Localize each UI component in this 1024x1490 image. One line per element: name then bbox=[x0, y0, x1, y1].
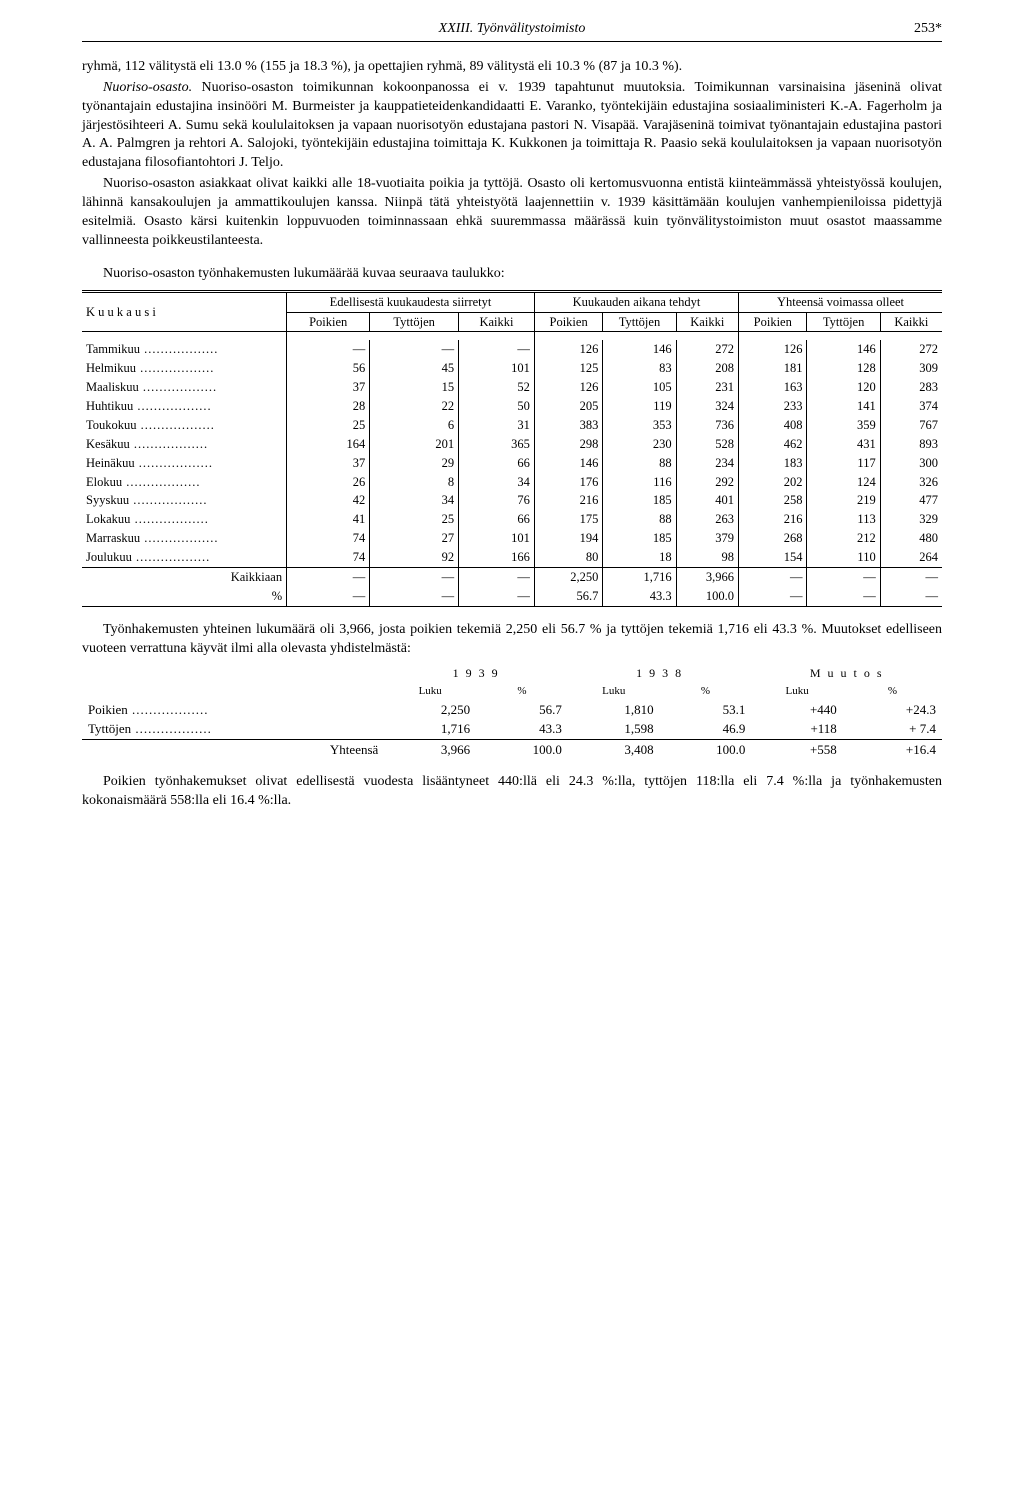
table-row: Lokakuu41256617588263216113329 bbox=[82, 510, 942, 529]
s-pct1: % bbox=[476, 683, 568, 700]
s-pct2: % bbox=[660, 683, 752, 700]
table-row: Maaliskuu371552126105231163120283 bbox=[82, 378, 942, 397]
sub-t3: Tyttöjen bbox=[807, 312, 880, 332]
paragraph-3: Nuoriso-osaston asiakkaat olivat kaikki … bbox=[82, 175, 942, 251]
total-row: Yhteensä3,966100.03,408100.0+558+16.4 bbox=[82, 739, 942, 759]
ychange: M u u t o s bbox=[751, 664, 942, 682]
total-row: Kaikkiaan———2,2501,7163,966——— bbox=[82, 567, 942, 586]
page-number: 253* bbox=[914, 20, 942, 39]
page-header: XXIII. Työnvälitystoimisto 253* bbox=[82, 20, 942, 42]
pct-row: %———56.743.3100.0——— bbox=[82, 587, 942, 606]
table-row: Helmikuu564510112583208181128309 bbox=[82, 359, 942, 378]
sub-k3: Kaikki bbox=[880, 312, 942, 332]
s-pct3: % bbox=[843, 683, 942, 700]
table-row: Syyskuu423476216185401258219477 bbox=[82, 491, 942, 510]
sub-p1: Poikien bbox=[287, 312, 370, 332]
table-row: Tammikuu———126146272126146272 bbox=[82, 340, 942, 359]
paragraph-2-text: Nuoriso-osaston toimikunnan kokoonpanoss… bbox=[82, 80, 942, 171]
table-row: Kesäkuu164201365298230528462431893 bbox=[82, 435, 942, 454]
s-luku1: Luku bbox=[384, 683, 476, 700]
table-row: Poikien2,25056.71,81053.1+440+24.3 bbox=[82, 700, 942, 720]
paragraph-2: Nuoriso-osasto. Nuoriso-osaston toimikun… bbox=[82, 79, 942, 173]
y1938: 1 9 3 8 bbox=[568, 664, 752, 682]
s-luku3: Luku bbox=[751, 683, 842, 700]
paragraph-1: ryhmä, 112 välitystä eli 13.0 % (155 ja … bbox=[82, 58, 942, 77]
sub-t2: Tyttöjen bbox=[603, 312, 676, 332]
paragraph-4: Työnhakemusten yhteinen lukumäärä oli 3,… bbox=[82, 621, 942, 659]
grp-total: Yhteensä voimassa olleet bbox=[739, 291, 943, 312]
table-row: Huhtikuu282250205119324233141374 bbox=[82, 397, 942, 416]
paragraph-5: Poikien työnhakemukset olivat edellisest… bbox=[82, 773, 942, 811]
header-title: XXIII. Työnvälitystoimisto bbox=[439, 21, 586, 36]
s-luku2: Luku bbox=[568, 683, 660, 700]
table-row: Elokuu26834176116292202124326 bbox=[82, 473, 942, 492]
sub-t1: Tyttöjen bbox=[370, 312, 459, 332]
table-monthly: K u u k a u s i Edellisestä kuukaudesta … bbox=[82, 290, 942, 607]
table1-caption: Nuoriso-osaston työnhakemusten lukumäärä… bbox=[82, 265, 942, 284]
sub-k2: Kaikki bbox=[676, 312, 738, 332]
table-row: Toukokuu25631383353736408359767 bbox=[82, 416, 942, 435]
grp-month: Kuukauden aikana tehdyt bbox=[534, 291, 738, 312]
sub-k1: Kaikki bbox=[459, 312, 535, 332]
table-row: Joulukuu7492166801898154110264 bbox=[82, 548, 942, 567]
y1939: 1 9 3 9 bbox=[384, 664, 568, 682]
table-row: Tyttöjen1,71643.31,59846.9+118+ 7.4 bbox=[82, 719, 942, 739]
sub-p3: Poikien bbox=[739, 312, 807, 332]
table-row: Heinäkuu37296614688234183117300 bbox=[82, 454, 942, 473]
col-month: K u u k a u s i bbox=[82, 291, 287, 332]
grp-prev: Edellisestä kuukaudesta siirretyt bbox=[287, 291, 535, 312]
section-label: Nuoriso-osasto. bbox=[103, 80, 192, 95]
sub-p2: Poikien bbox=[534, 312, 602, 332]
table-years: 1 9 3 9 1 9 3 8 M u u t o s Luku % Luku … bbox=[82, 664, 942, 759]
table-row: Marraskuu7427101194185379268212480 bbox=[82, 529, 942, 548]
